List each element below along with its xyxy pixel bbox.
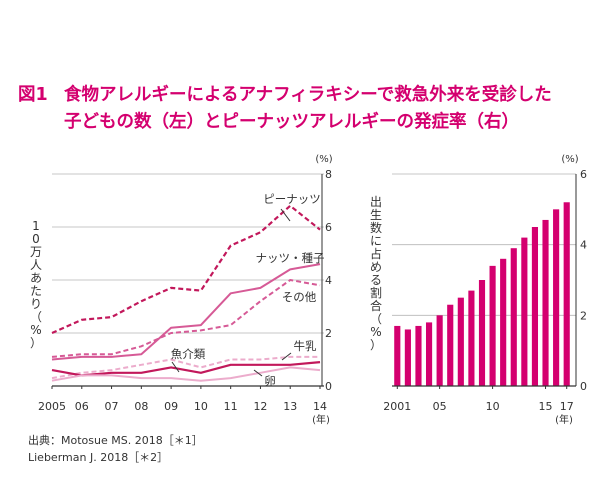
- bar-2017: [563, 202, 570, 386]
- bar-x-tick-label-17: 17: [560, 400, 574, 413]
- x-tick-label-06: 06: [75, 400, 89, 413]
- bar-y-tick-label-0: 0: [580, 380, 587, 393]
- x-tick-label-13: 13: [283, 400, 297, 413]
- y-tick-label-8: 8: [325, 168, 332, 181]
- bar-y-tick-label-4: 4: [580, 239, 587, 252]
- figure-number: 図1: [18, 85, 48, 105]
- bar-x-tick-label-2001: 2001: [383, 400, 411, 413]
- bar-2012: [510, 248, 517, 386]
- series-label-other: その他: [282, 290, 317, 304]
- series-label-peanut: ピーナッツ: [263, 192, 321, 206]
- bar-2001: [394, 325, 401, 386]
- title-line-1: 食物アレルギーによるアナフィラキシーで救急外来を受診した: [64, 85, 552, 105]
- bar-2010: [489, 265, 496, 386]
- figure-title: 図1 食物アレルギーによるアナフィラキシーで救急外来を受診した 子どもの数（左）と…: [18, 82, 588, 136]
- x-tick-label-14: 14: [313, 400, 327, 413]
- bar-2006: [447, 304, 454, 386]
- y-unit-label: (%): [315, 154, 332, 165]
- y-tick-label-4: 4: [325, 274, 332, 287]
- x-tick-label-11: 11: [224, 400, 238, 413]
- title-line-2: 子どもの数（左）とピーナッツアレルギーの発症率（右）: [64, 112, 519, 132]
- bar-2013: [521, 237, 528, 386]
- x-tick-label-2005: 2005: [38, 400, 66, 413]
- series-line-5: [51, 366, 321, 382]
- bar-2002: [404, 329, 411, 386]
- x-tick-label-08: 08: [134, 400, 148, 413]
- bar-x-unit-label: (年): [555, 413, 573, 426]
- series-label-seafood: 魚介類: [171, 347, 206, 361]
- x-tick-label-10: 10: [194, 400, 208, 413]
- bar-x-tick-label-15: 15: [539, 400, 553, 413]
- leader-seafood: [171, 361, 180, 373]
- bar-2004: [425, 322, 433, 386]
- series-line-0: [51, 204, 321, 335]
- leader-milk: [281, 352, 292, 361]
- bar-2014: [531, 227, 539, 386]
- source-citation-1: 出典：Motosue MS. 2018［＊1］: [28, 434, 203, 447]
- bar-2009: [478, 280, 486, 386]
- series-line-1: [51, 263, 321, 361]
- y-tick-label-6: 6: [325, 221, 332, 234]
- x-tick-label-09: 09: [164, 400, 178, 413]
- y-axis-title-left: 1 0 万人あたり（%）: [30, 219, 42, 350]
- y-tick-label-2: 2: [325, 327, 332, 340]
- bar-2015: [542, 219, 549, 386]
- x-unit-label: (年): [312, 413, 330, 426]
- bar-2007: [457, 297, 464, 386]
- bar-2005: [436, 315, 443, 386]
- y-tick-label-0: 0: [325, 380, 332, 393]
- leader-peanut: [280, 208, 291, 222]
- series-label-milk: 牛乳: [294, 339, 317, 353]
- y-axis-title-right: 出生数に占める割合（%）: [370, 195, 382, 352]
- series-label-egg: 卵: [264, 374, 276, 388]
- bar-y-unit-label: (%): [561, 154, 578, 165]
- bar-y-tick-label-6: 6: [580, 168, 587, 181]
- bar-x-tick-label-10: 10: [486, 400, 500, 413]
- leader-egg: [253, 369, 263, 377]
- bar-2016: [553, 209, 560, 386]
- x-tick-label-07: 07: [105, 400, 119, 413]
- source-citation-2: Lieberman J. 2018［＊2］: [28, 451, 169, 464]
- series-label-nuts: ナッツ・種子: [256, 251, 325, 265]
- series-line-2: [51, 279, 321, 358]
- bar-x-tick-label-05: 05: [433, 400, 447, 413]
- bar-2003: [415, 325, 422, 386]
- x-tick-label-12: 12: [253, 400, 267, 413]
- series-line-3: [51, 355, 320, 380]
- bar-y-tick-label-2: 2: [580, 309, 587, 322]
- series-line-4: [51, 361, 321, 377]
- bar-2008: [468, 290, 475, 386]
- bar-2011: [500, 258, 507, 386]
